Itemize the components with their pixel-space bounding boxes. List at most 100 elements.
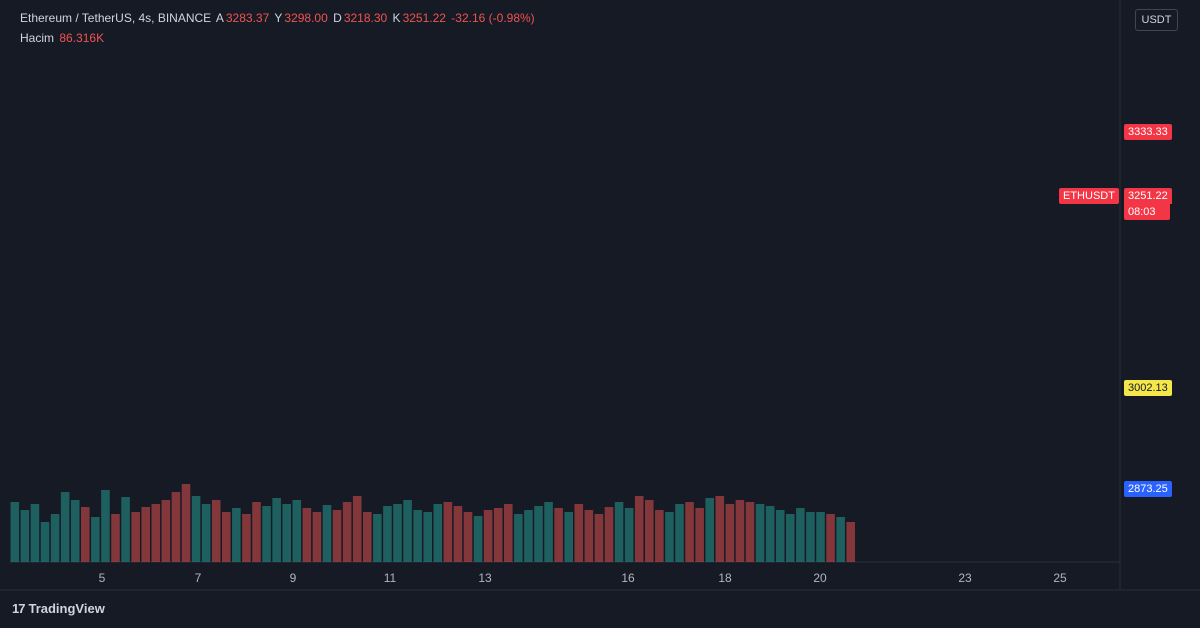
volume-bar [70,500,80,562]
volume-bar [514,514,523,562]
volume-bar [312,512,322,562]
brand-name: TradingView [28,601,105,616]
currency-unit-button[interactable]: USDT [1135,9,1178,31]
volume-bar [846,522,855,562]
volume-bar [463,512,473,562]
x-tick-label: 11 [384,571,397,585]
volume-bar [765,506,775,562]
volume-bar [60,492,70,562]
volume-bar [433,504,443,562]
volume-bar [151,504,161,562]
volume-bar [705,498,714,562]
support-price-tag: 3002.13 [1124,380,1172,396]
high-value: 3298.00 [284,11,328,25]
volume-bar [755,504,765,562]
volume-bar [403,500,412,562]
ticker-tag: ETHUSDT [1059,188,1119,204]
lower-price-tag: 2873.25 [1124,481,1172,497]
volume-bar [423,512,432,562]
volume-bar [322,505,332,562]
volume-bar [20,510,30,562]
volume-bar [725,504,735,562]
volume-bar [141,507,150,562]
volume-bar [584,510,594,562]
volume-bar [524,510,533,562]
x-tick-label: 9 [290,571,297,585]
high-label: Y [274,11,283,25]
resistance-price-tag: 3333.33 [1124,124,1172,140]
volume-bar [342,502,352,562]
x-tick-label: 13 [478,571,492,585]
low-label: D [333,11,342,25]
x-tick-label: 20 [813,571,827,585]
volume-bar [352,496,362,562]
volume-legend: Hacim 86.316K [20,31,106,45]
volume-bar [121,497,130,562]
volume-bar [816,512,825,562]
close-value: 3251.22 [402,11,446,25]
volume-bar [806,512,815,562]
volume-bar [191,496,201,562]
volume-bar [181,484,191,562]
volume-bar [786,514,795,562]
volume-bar [745,502,755,562]
x-tick-label: 18 [718,571,732,585]
volume-bar [483,510,493,562]
volume-bar [735,500,745,562]
volume-bar [292,500,302,562]
volume-bar [453,506,463,562]
low-value: 3218.30 [343,11,388,25]
x-tick-label: 7 [195,571,202,585]
volume-bar [10,502,20,562]
open-value: 3283.37 [225,11,270,25]
volume-bar [675,504,684,562]
volume-bar [222,512,231,562]
x-tick-label: 16 [621,571,635,585]
volume-bar [564,512,573,562]
volume-bar [574,504,584,562]
x-tick-label: 23 [958,571,972,585]
volume-bar [101,490,110,562]
symbol-legend: Ethereum / TetherUS, 4s, BINANCE A 3283.3… [20,11,537,25]
volume-bar [111,514,120,562]
volume-bar [272,498,281,562]
x-tick-label: 5 [99,571,106,585]
volume-bar [493,508,503,562]
volume-value: 86.316K [59,31,105,45]
volume-bar [544,502,553,562]
volume-bar [826,514,835,562]
volume-label: Hacim [20,31,55,45]
countdown-tag: 08:03 [1124,204,1170,220]
volume-bar [393,504,402,562]
last-price-tag: 3251.22 [1124,188,1172,204]
volume-bar [262,506,271,562]
volume-bar [282,504,291,562]
volume-bar [775,510,785,562]
volume-bar [40,522,50,562]
chart-frame [10,0,1120,590]
volume-bar [645,500,654,562]
volume-bar [50,514,60,562]
volume-bar [211,500,221,562]
tradingview-logo-icon: 17 [12,601,26,616]
volume-bar [252,502,261,562]
volume-bar [655,510,664,562]
close-label: K [392,11,401,25]
volume-bar [81,507,90,562]
volume-bar [634,496,644,562]
volume-bar [594,514,604,562]
volume-bar [383,506,392,562]
volume-bar [413,510,422,562]
open-label: A [215,11,224,25]
volume-bar [363,512,372,562]
volume-bar [161,500,171,562]
symbol-name: Ethereum / TetherUS, 4s, BINANCE [20,11,212,25]
volume-bar [373,514,382,562]
volume-bar [302,508,312,562]
brand-footer: 17 TradingView [12,601,105,616]
volume-bar [443,502,453,562]
volume-bar [695,508,704,562]
volume-bar [685,502,694,562]
volume-bar [796,508,805,562]
